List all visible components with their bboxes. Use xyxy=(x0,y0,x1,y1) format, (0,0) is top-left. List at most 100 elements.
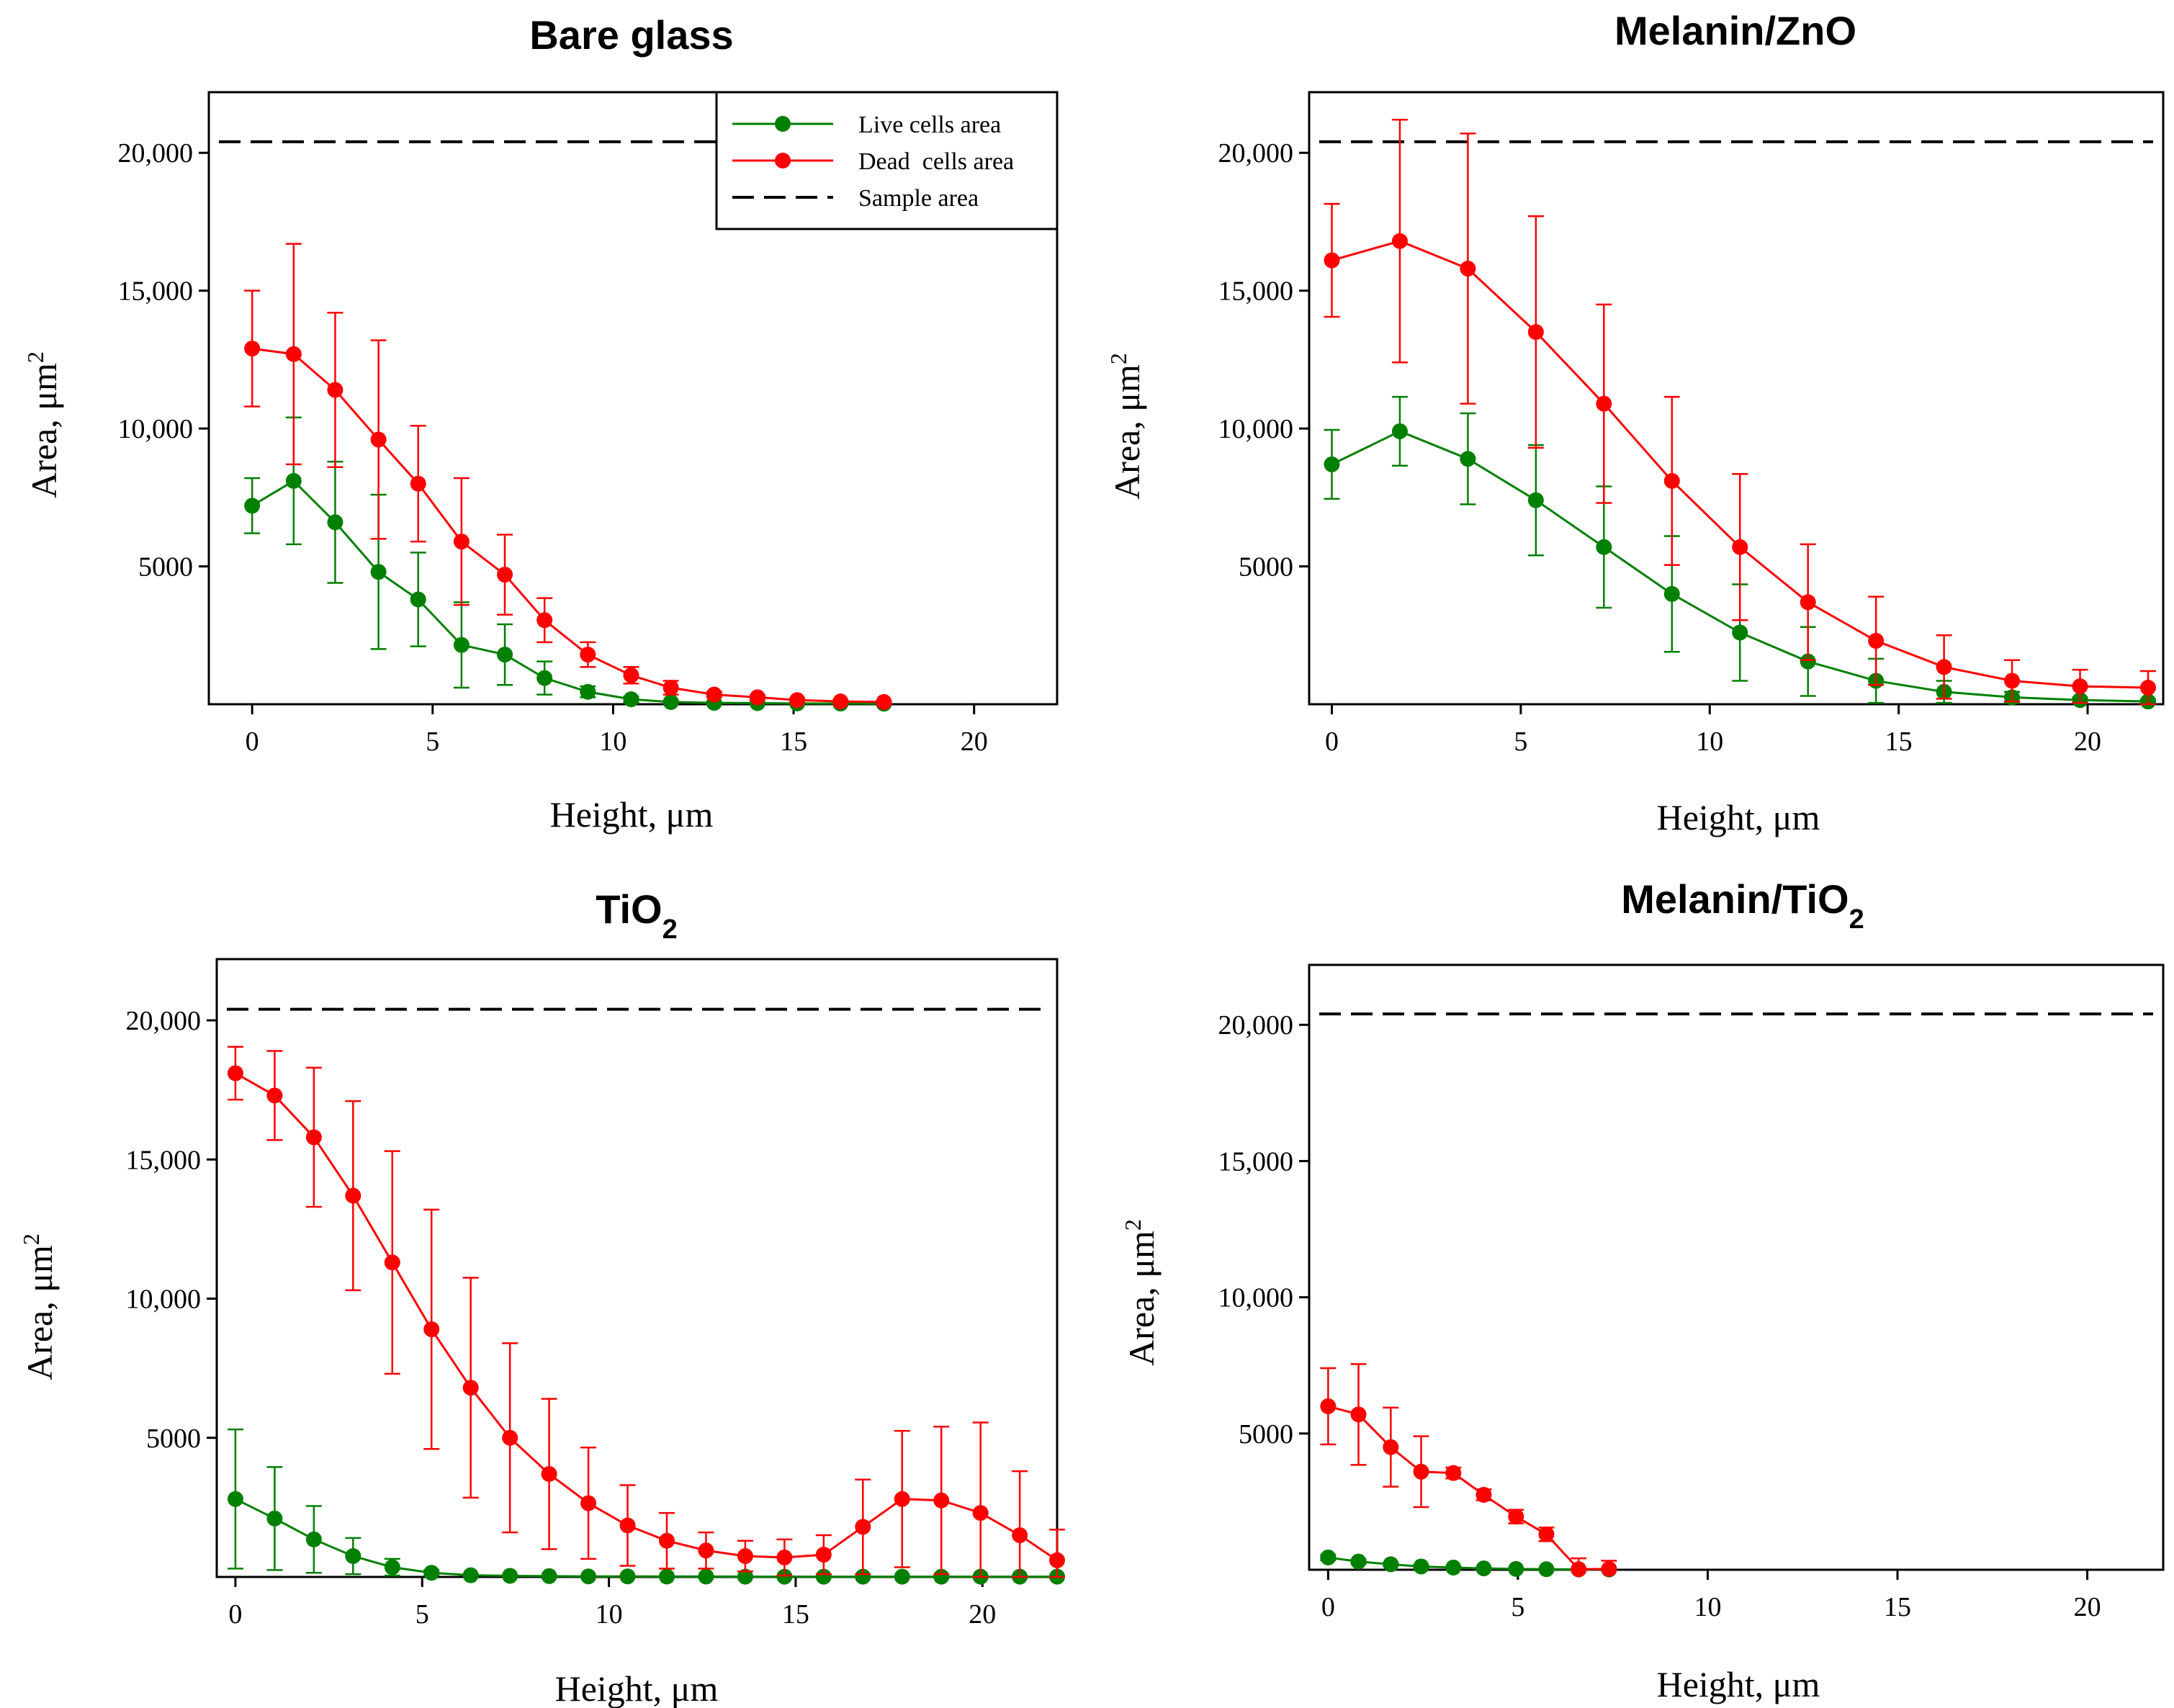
data-point xyxy=(623,667,639,683)
x-tick-label: 15 xyxy=(780,727,807,757)
y-tick-label: 10,000 xyxy=(126,1285,202,1315)
data-point xyxy=(658,1532,675,1549)
y-tick-label: 20,000 xyxy=(1218,1010,1294,1040)
data-point xyxy=(1538,1561,1555,1578)
data-point xyxy=(623,691,639,708)
dead-cells-series xyxy=(1320,1363,1617,1578)
data-point xyxy=(619,1568,636,1585)
plot-area: 0 5 10 15 20 5000 10,000 15,000 20,000 xyxy=(126,958,1065,1630)
data-point xyxy=(933,1492,950,1509)
data-point xyxy=(1350,1406,1367,1423)
data-point xyxy=(1460,451,1476,467)
legend-live-marker xyxy=(775,116,791,132)
x-tick-label: 5 xyxy=(1514,727,1527,757)
data-point xyxy=(453,637,470,653)
panel-melanin-tio2: Melanin/TiO2 Height, μm Area, μm2 0 5 10 15… xyxy=(1120,876,2165,1704)
y-tick-label: 5000 xyxy=(138,552,193,583)
data-point xyxy=(894,1491,910,1507)
data-point xyxy=(1475,1560,1492,1577)
data-point xyxy=(1508,1509,1524,1525)
data-point xyxy=(541,1466,557,1482)
panel-melanin-zno: Melanin/ZnO Height, μm Area, μm2 0 5 10 15 2… xyxy=(1105,8,2165,837)
x-tick-label: 10 xyxy=(596,1599,623,1630)
series-line xyxy=(235,1498,1057,1578)
data-point xyxy=(285,346,302,362)
data-point xyxy=(285,472,302,489)
legend-dead-marker xyxy=(775,153,791,168)
y-tick-label: 20,000 xyxy=(118,138,194,168)
series-line xyxy=(1328,1556,1609,1571)
data-point xyxy=(706,686,722,703)
series-line xyxy=(1327,1405,1609,1570)
data-point xyxy=(370,431,387,448)
data-point xyxy=(1049,1552,1065,1568)
data-point xyxy=(1320,1549,1337,1565)
plot-frame xyxy=(1308,963,2165,1571)
x-tick-label: 20 xyxy=(969,1599,996,1630)
x-axis-label: Height, μm xyxy=(555,1668,719,1708)
data-point xyxy=(815,1568,832,1585)
data-point xyxy=(1413,1463,1429,1480)
plot-area: 0 5 10 15 20 5000 10,000 15,000 20,000 xyxy=(118,91,1059,757)
y-tick-label: 20,000 xyxy=(1218,138,1294,168)
data-point xyxy=(1663,585,1680,602)
live-cells-series xyxy=(1320,1549,1617,1578)
data-point xyxy=(855,1568,871,1585)
plot-area: 0 5 10 15 20 5000 10,000 15,000 20,000 xyxy=(1218,91,2165,757)
x-tick-label: 0 xyxy=(228,1599,242,1630)
data-point xyxy=(580,1495,597,1511)
x-tick-label: 15 xyxy=(782,1599,809,1630)
data-point xyxy=(345,1548,361,1565)
chart-title: TiO2 xyxy=(596,886,677,945)
data-point xyxy=(815,1547,832,1563)
data-point xyxy=(327,382,343,398)
y-axis-label: Area, μm2 xyxy=(1105,353,1147,500)
legend-sample-label: Sample area xyxy=(858,185,979,212)
data-point xyxy=(2072,678,2088,695)
data-point xyxy=(580,683,596,700)
data-point xyxy=(1460,261,1476,277)
y-axis-label: Area, μm2 xyxy=(1120,1219,1162,1366)
data-point xyxy=(1663,472,1680,489)
y-tick-label: 5000 xyxy=(1239,552,1293,583)
data-point xyxy=(2004,673,2021,689)
x-tick-label: 0 xyxy=(1325,727,1339,757)
data-point xyxy=(1350,1553,1367,1570)
y-tick-label: 5000 xyxy=(1239,1419,1293,1449)
data-point xyxy=(1732,624,1748,641)
data-point xyxy=(305,1129,322,1146)
series-line xyxy=(251,479,884,705)
x-tick-label: 0 xyxy=(246,727,259,757)
legend-box xyxy=(715,91,1059,230)
data-point xyxy=(972,1505,989,1522)
data-point xyxy=(370,564,387,580)
data-point xyxy=(1391,233,1408,249)
data-point xyxy=(384,1254,400,1271)
data-point xyxy=(832,693,849,710)
data-point xyxy=(1324,456,1340,472)
y-axis-label: Area, μm2 xyxy=(22,351,64,498)
data-point xyxy=(410,591,426,608)
data-point xyxy=(1508,1560,1524,1577)
data-point xyxy=(789,692,806,709)
data-point xyxy=(580,1568,597,1585)
data-point xyxy=(1475,1486,1492,1503)
data-point xyxy=(497,647,513,663)
legend: Live cells area Dead cells area Sample a… xyxy=(715,91,1059,230)
dead-cells-series xyxy=(244,243,892,710)
data-point xyxy=(1936,659,1952,675)
x-tick-label: 10 xyxy=(1694,1592,1721,1622)
x-tick-label: 20 xyxy=(2074,1592,2101,1622)
data-point xyxy=(1596,395,1612,412)
dead-cells-series xyxy=(1324,119,2157,706)
data-point xyxy=(502,1429,518,1446)
data-point xyxy=(1800,594,1816,611)
data-point xyxy=(658,1568,675,1585)
data-point xyxy=(776,1549,793,1565)
y-tick-label: 20,000 xyxy=(126,1006,202,1036)
data-point xyxy=(244,341,261,357)
data-point xyxy=(1732,539,1748,555)
data-point xyxy=(1527,324,1544,341)
data-point xyxy=(497,567,513,583)
data-point xyxy=(876,693,892,710)
